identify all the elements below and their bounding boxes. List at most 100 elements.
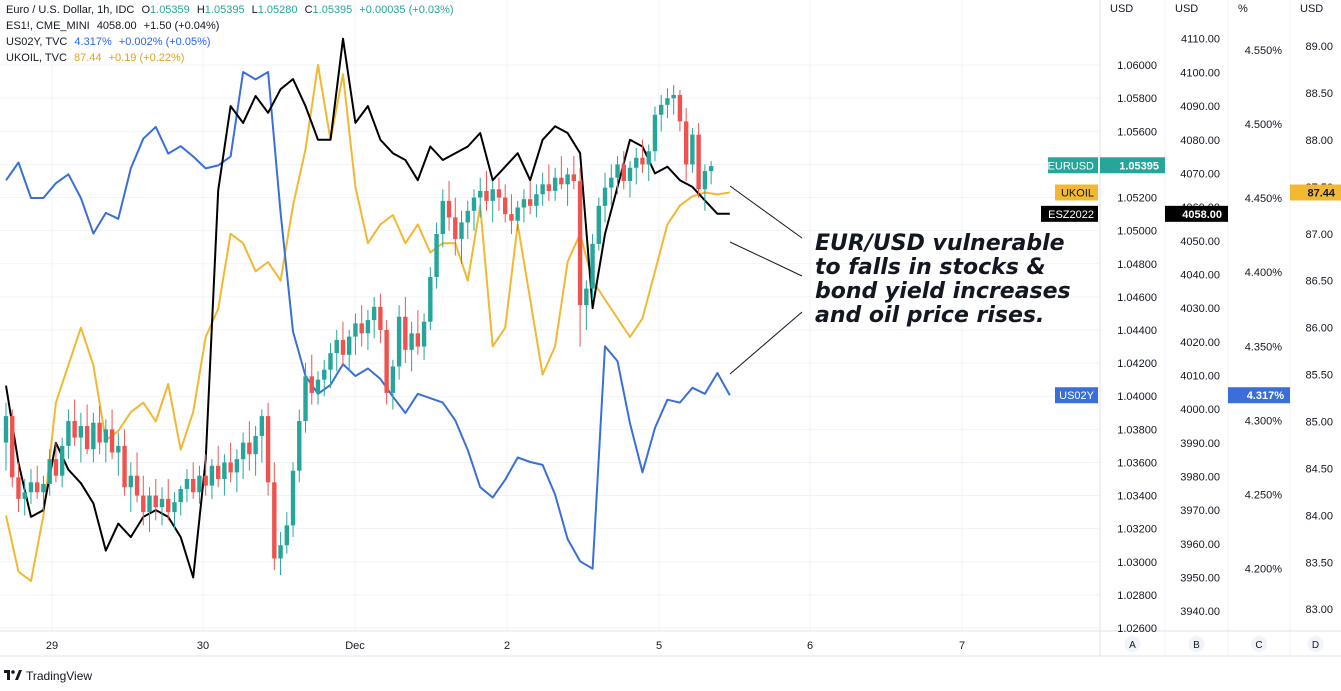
tradingview-logo-icon	[4, 668, 22, 683]
candle-body	[91, 422, 96, 450]
x-tick-label: 5	[656, 640, 662, 652]
axis-tick-label: 1.04200	[1117, 358, 1157, 370]
candle-body	[147, 495, 152, 513]
candle-body	[696, 134, 701, 190]
candle-body	[122, 445, 127, 488]
candle-body	[390, 366, 396, 393]
candle-body	[290, 470, 296, 526]
price-tag-value-bg	[1165, 205, 1228, 222]
candle-body	[640, 157, 645, 165]
axis-tick-label: 4100.00	[1180, 67, 1220, 79]
axis-badge	[1188, 636, 1205, 652]
axis-tick-label: 1.03200	[1117, 524, 1157, 536]
axis-tick-label: 1.05800	[1117, 93, 1157, 105]
series-line-ukoil	[5, 63, 730, 583]
x-tick-label: 29	[46, 640, 58, 652]
legend-es-change: +1.50 (+0.04%)	[143, 20, 220, 32]
x-tick-label: 30	[197, 640, 209, 652]
candle-body	[328, 353, 333, 370]
candle-body	[203, 475, 208, 486]
legend-eurusd-close: 1.05395	[312, 4, 353, 16]
footer: TradingView	[4, 668, 92, 683]
candle-body	[253, 435, 258, 455]
axis-badge-label: B	[1193, 640, 1200, 651]
candle-body	[428, 277, 433, 322]
candle-body	[215, 465, 221, 479]
legend-eurusd: Euro / U.S. Dollar, 1h, IDC O1.05359 H1.…	[6, 4, 454, 16]
candle-body	[35, 482, 40, 493]
candle-body	[521, 199, 527, 208]
candle-body	[272, 482, 277, 559]
annotation-pointer	[729, 311, 803, 375]
candle-body	[278, 545, 283, 559]
axis-tick-label: 1.02600	[1117, 623, 1157, 635]
axis-badge-label: A	[1129, 640, 1136, 651]
axis-unit-C: %	[1238, 3, 1248, 15]
candle-body	[503, 197, 508, 215]
annotation-text-line: and oil price rises.	[815, 303, 1044, 328]
axis-tick-label: 1.02800	[1117, 590, 1157, 602]
axis-tick-label: 85.00	[1305, 417, 1333, 429]
candle-body	[3, 416, 9, 443]
axis-badge	[1307, 636, 1324, 652]
candle-body	[677, 94, 683, 122]
price-tag-value: 87.44	[1307, 187, 1335, 199]
candle-body	[284, 525, 289, 546]
candle-body	[515, 207, 520, 221]
candle-body	[453, 217, 458, 239]
candle-body	[10, 416, 15, 478]
price-tag-esz2022	[1041, 205, 1098, 222]
candle-body	[134, 475, 140, 496]
candle-body	[540, 184, 545, 195]
legend-ukoil-change: +0.19 (+0.22%)	[108, 52, 185, 64]
candle-body	[471, 197, 477, 211]
footer-brand: TradingView	[26, 668, 93, 683]
axis-tick-label: 1.05000	[1117, 226, 1157, 238]
candle-body	[509, 214, 514, 221]
candle-body	[577, 181, 583, 306]
axis-tick-label: 4.200%	[1245, 564, 1283, 576]
x-tick-label: 6	[807, 640, 813, 652]
candle-body	[334, 339, 339, 354]
candle-body	[478, 190, 483, 198]
candle-body	[172, 502, 177, 513]
axis-badge	[1251, 636, 1267, 652]
axis-tick-label: 4.450%	[1245, 193, 1283, 205]
candle-body	[552, 177, 558, 191]
candle-body	[197, 475, 202, 493]
candle-body	[683, 121, 689, 165]
price-tag-value: 4058.00	[1182, 209, 1222, 221]
candle-body	[59, 445, 65, 476]
candle-body	[228, 462, 233, 473]
axis-tick-label: 4000.00	[1180, 404, 1220, 416]
candle-body	[459, 222, 464, 239]
axis-tick-label: 83.50	[1305, 557, 1333, 569]
axis-tick-label: 1.05200	[1117, 193, 1157, 205]
candle-body	[47, 459, 52, 484]
candle-body	[353, 323, 358, 337]
candle-body	[184, 479, 190, 489]
legend-eurusd-open: 1.05359	[150, 4, 190, 16]
price-tag-value-bg	[1290, 184, 1341, 201]
legend-eurusd-low: 1.05280	[257, 4, 298, 16]
axis-tick-label: 86.00	[1305, 323, 1333, 335]
axis-tick-label: 86.50	[1305, 276, 1333, 288]
candle-body	[141, 495, 146, 513]
candle-body	[97, 422, 102, 443]
price-tag-name: UKOIL	[1061, 187, 1094, 199]
candle-body	[490, 189, 495, 201]
candle-body	[109, 429, 115, 453]
axis-badge-label: C	[1255, 640, 1262, 651]
price-tag-value-bg	[1100, 157, 1165, 174]
candle-body	[28, 482, 34, 493]
candle-body	[222, 462, 227, 479]
axis-tick-label: 87.00	[1305, 229, 1333, 241]
x-tick-label: Dec	[345, 640, 365, 652]
axis-tick-label: 4.250%	[1245, 490, 1283, 502]
candle-body	[78, 426, 84, 438]
candle-body	[53, 459, 59, 476]
candle-body	[627, 167, 633, 181]
candle-body	[396, 316, 402, 367]
